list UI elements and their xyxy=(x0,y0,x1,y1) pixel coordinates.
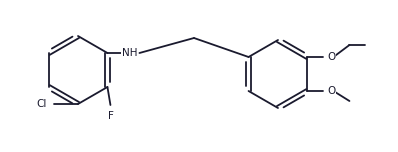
Text: O: O xyxy=(328,52,336,62)
Text: Cl: Cl xyxy=(37,99,47,109)
Text: O: O xyxy=(328,86,336,96)
Text: NH: NH xyxy=(122,48,137,58)
Text: F: F xyxy=(107,111,113,121)
